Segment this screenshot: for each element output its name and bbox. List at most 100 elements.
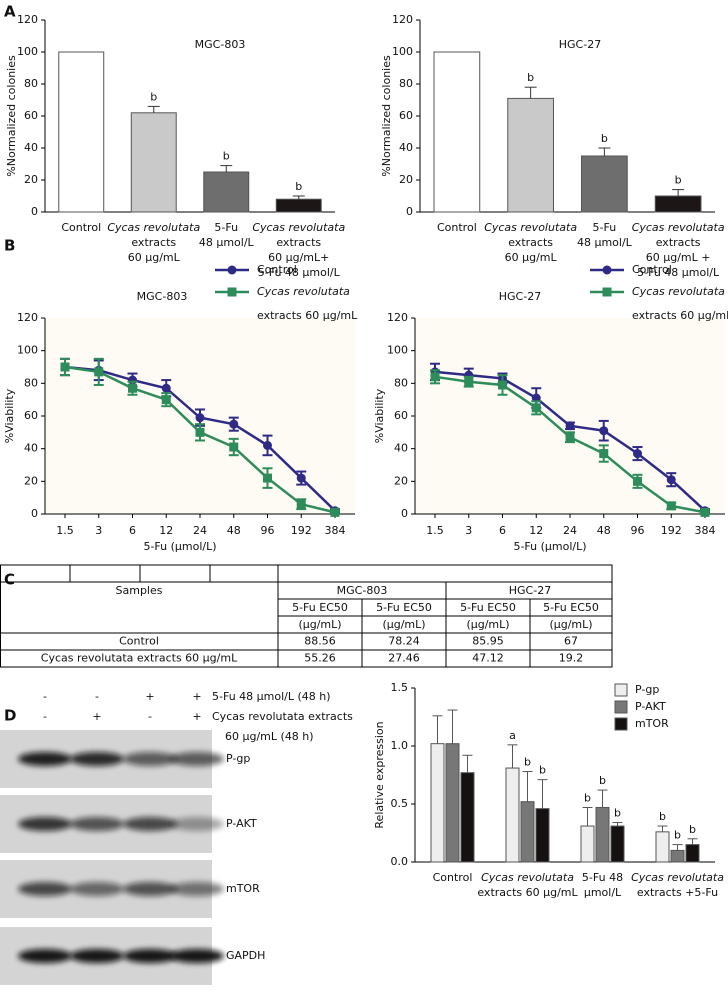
blot-band bbox=[70, 949, 124, 963]
annotation: b bbox=[223, 150, 230, 163]
table-cell: Cycas revolutata extracts 60 μg/mL bbox=[41, 652, 238, 665]
point bbox=[633, 449, 642, 459]
point bbox=[531, 393, 541, 403]
x-tick-label: 48 bbox=[597, 524, 611, 537]
annotation: b bbox=[674, 829, 681, 842]
point bbox=[296, 473, 306, 483]
legend-label-part: extracts 60 μg/mL bbox=[632, 309, 728, 322]
y-tick-label: 60 bbox=[24, 109, 38, 122]
blot-band bbox=[170, 949, 224, 963]
table-cell: 88.56 bbox=[304, 635, 336, 648]
x-tick-label: 60 μg/mL + bbox=[646, 251, 711, 264]
treatment-label: Cycas revolutata extracts bbox=[212, 710, 353, 723]
legend-label: P-AKT bbox=[635, 700, 666, 713]
x-tick-label: 60 μg/mL bbox=[128, 251, 181, 264]
y-tick-label: 40 bbox=[24, 141, 38, 154]
y-tick-label: 1.5 bbox=[391, 681, 409, 694]
y-tick-label: 1.0 bbox=[391, 739, 409, 752]
table-cell: 47.12 bbox=[472, 652, 504, 665]
x-tick-label: 384 bbox=[325, 524, 346, 537]
blot-band bbox=[123, 882, 177, 896]
point bbox=[565, 421, 575, 431]
bar bbox=[203, 171, 250, 213]
x-tick-label: extracts 60 μg/mL bbox=[477, 886, 578, 899]
blot-band bbox=[123, 752, 177, 766]
y-tick-label: 0 bbox=[31, 507, 38, 520]
bar bbox=[595, 806, 610, 863]
annotation: a bbox=[509, 729, 516, 742]
legend-label: P-gp bbox=[635, 683, 659, 696]
bar bbox=[685, 844, 700, 863]
y-tick-label: 120 bbox=[17, 311, 38, 324]
point bbox=[666, 475, 676, 485]
treatment-sign: + bbox=[192, 690, 201, 703]
bar bbox=[130, 112, 177, 213]
y-tick-label: 20 bbox=[399, 173, 413, 186]
bar bbox=[520, 801, 535, 863]
table-header: (μg/mL) bbox=[298, 618, 341, 631]
blot-band bbox=[18, 752, 72, 766]
x-tick-label: 12 bbox=[159, 524, 173, 537]
x-tick-label: Control bbox=[433, 871, 473, 884]
panel-label: D bbox=[4, 707, 16, 725]
legend-label: Control bbox=[257, 263, 297, 276]
table-header: (μg/mL) bbox=[549, 618, 592, 631]
x-tick-label: Cycas revolutata bbox=[252, 221, 345, 234]
x-tick-label: Control bbox=[437, 221, 477, 234]
x-tick-label: μmol/L bbox=[584, 886, 622, 899]
annotation: b bbox=[527, 71, 534, 84]
point bbox=[666, 501, 676, 511]
blot-band bbox=[170, 817, 224, 831]
x-tick-label: 5-Fu bbox=[214, 221, 238, 234]
table-cell: 85.95 bbox=[472, 635, 504, 648]
legend-marker bbox=[227, 265, 237, 275]
y-tick-label: 120 bbox=[17, 13, 38, 26]
band-label: GAPDH bbox=[226, 949, 265, 962]
point bbox=[296, 499, 306, 509]
chart-title: MGC-803 bbox=[137, 290, 188, 303]
y-axis-label: Relative expression bbox=[373, 721, 386, 828]
band-label: P-AKT bbox=[226, 817, 257, 830]
annotation: b bbox=[150, 90, 157, 103]
blot-band bbox=[70, 752, 124, 766]
table-header: 5-Fu EC50 bbox=[543, 601, 599, 614]
x-tick-label: 5-Fu 48 bbox=[582, 871, 623, 884]
blot-band bbox=[70, 817, 124, 831]
bar bbox=[58, 51, 105, 213]
x-axis-label: 5-Fu (μmol/L) bbox=[143, 540, 216, 553]
x-tick-label: 5-Fu bbox=[593, 221, 617, 234]
panel-label: B bbox=[4, 237, 15, 255]
treatment-sign: - bbox=[95, 690, 99, 703]
table-cell: 19.2 bbox=[559, 652, 584, 665]
x-tick-label: extracts bbox=[508, 236, 553, 249]
point bbox=[161, 395, 171, 405]
table-cell: 27.46 bbox=[388, 652, 420, 665]
legend-swatch bbox=[614, 717, 628, 731]
treatment-label: 60 μg/mL (48 h) bbox=[225, 730, 314, 743]
blot-band bbox=[18, 949, 72, 963]
x-tick-label: 24 bbox=[563, 524, 577, 537]
legend-marker bbox=[227, 287, 237, 297]
y-tick-label: 60 bbox=[24, 409, 38, 422]
bar bbox=[507, 97, 554, 213]
plot-area bbox=[415, 318, 725, 514]
legend-swatch bbox=[614, 683, 628, 697]
x-tick-label: Cycas revolutata bbox=[481, 871, 574, 884]
x-tick-label: extracts bbox=[656, 236, 701, 249]
y-axis-label: %Viability bbox=[3, 388, 16, 443]
table-header: HGC-27 bbox=[509, 584, 551, 597]
x-tick-label: 5-Fu 48 μmol/L bbox=[637, 266, 720, 279]
legend-label-part: Cycas revolutata bbox=[257, 285, 350, 298]
bar bbox=[505, 767, 520, 863]
x-tick-label: 24 bbox=[193, 524, 207, 537]
annotation: b bbox=[689, 823, 696, 836]
point bbox=[700, 507, 710, 517]
x-tick-label: Cycas revolutata bbox=[631, 871, 724, 884]
point bbox=[60, 362, 70, 372]
point bbox=[565, 432, 575, 442]
y-tick-label: 0 bbox=[31, 205, 38, 218]
blot-band bbox=[170, 882, 224, 896]
band-label: mTOR bbox=[226, 882, 260, 895]
table-header: MGC-803 bbox=[337, 584, 388, 597]
blot-band bbox=[18, 882, 72, 896]
